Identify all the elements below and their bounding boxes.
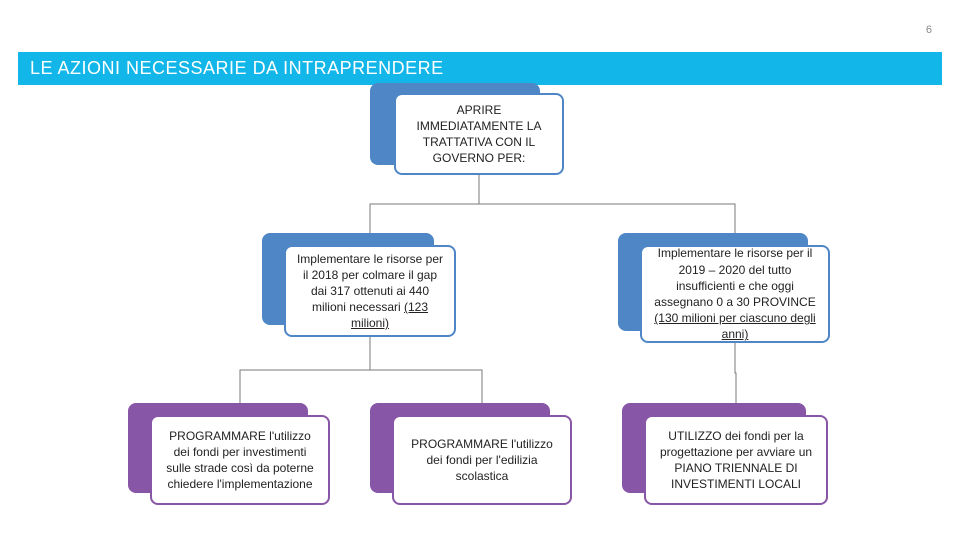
node-content: UTILIZZO dei fondi per la progettazione …	[644, 415, 828, 505]
node-left: Implementare le risorse per il 2018 per …	[284, 245, 456, 337]
org-chart: APRIRE IMMEDIATAMENTE LA TRATTATIVA CON …	[0, 85, 960, 540]
node-text: PROGRAMMARE l'utilizzo dei fondi per l'e…	[402, 436, 562, 485]
page-number: 6	[926, 24, 932, 36]
node-text: APRIRE IMMEDIATAMENTE LA TRATTATIVA CON …	[404, 102, 554, 167]
node-content: Implementare le risorse per il 2019 – 20…	[640, 245, 830, 343]
edge-left-bl1	[240, 337, 370, 403]
edge-left-bl2	[370, 337, 482, 403]
node-bl1: PROGRAMMARE l'utilizzo dei fondi per inv…	[150, 415, 330, 505]
node-root: APRIRE IMMEDIATAMENTE LA TRATTATIVA CON …	[394, 93, 564, 175]
node-text: Implementare le risorse per il 2019 – 20…	[650, 245, 820, 342]
edge-root-left	[370, 175, 479, 233]
node-text: PROGRAMMARE l'utilizzo dei fondi per inv…	[160, 428, 320, 493]
node-content: APRIRE IMMEDIATAMENTE LA TRATTATIVA CON …	[394, 93, 564, 175]
node-text-underline: (130 milioni per ciascuno degli anni)	[654, 311, 815, 341]
node-text-underline: (123 milioni)	[351, 300, 428, 330]
edge-root-right	[479, 175, 735, 233]
edge-right-br1	[735, 343, 736, 403]
title-text: LE AZIONI NECESSARIE DA INTRAPRENDERE	[30, 58, 444, 78]
node-text: UTILIZZO dei fondi per la progettazione …	[654, 428, 818, 493]
node-br1: UTILIZZO dei fondi per la progettazione …	[644, 415, 828, 505]
node-content: PROGRAMMARE l'utilizzo dei fondi per l'e…	[392, 415, 572, 505]
node-content: Implementare le risorse per il 2018 per …	[284, 245, 456, 337]
node-right: Implementare le risorse per il 2019 – 20…	[640, 245, 830, 343]
node-text: Implementare le risorse per il 2018 per …	[294, 251, 446, 332]
title-bar: LE AZIONI NECESSARIE DA INTRAPRENDERE	[18, 52, 942, 85]
node-content: PROGRAMMARE l'utilizzo dei fondi per inv…	[150, 415, 330, 505]
node-bl2: PROGRAMMARE l'utilizzo dei fondi per l'e…	[392, 415, 572, 505]
